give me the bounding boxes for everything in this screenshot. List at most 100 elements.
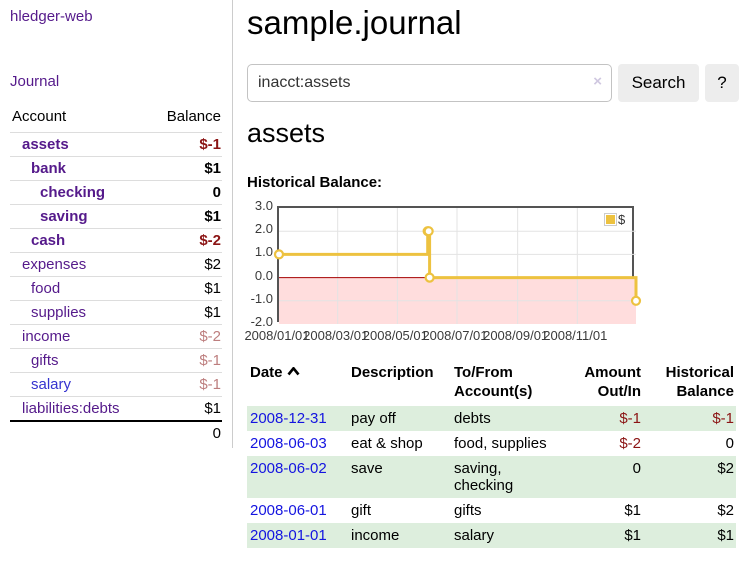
account-link-cash[interactable]: cash: [31, 232, 66, 249]
account-link-checking[interactable]: checking: [40, 184, 106, 201]
accounts-total-value: 0: [149, 420, 222, 445]
register-header-historical-balance: Historical Balance: [665, 364, 734, 400]
register-header-to-from-account-s-: To/From Account(s): [454, 364, 533, 400]
accounts-table: Account Balance assets $-1 bank $1 checking 0…: [10, 104, 222, 445]
account-row: bank $1: [10, 156, 222, 181]
account-balance: $1: [149, 300, 222, 325]
register-table: Date Description To/From Account(s) Amount …: [247, 360, 736, 548]
account-row: checking 0: [10, 180, 222, 205]
account-link-gifts[interactable]: gifts: [31, 352, 59, 369]
account-balance: $-2: [149, 228, 222, 253]
chart-legend: $: [604, 212, 625, 227]
x-tick-label: 2008/03/01: [303, 328, 369, 343]
account-balance: $-1: [149, 132, 222, 157]
account-row: food $1: [10, 276, 222, 301]
help-button[interactable]: ?: [705, 64, 739, 102]
historical-balance-chart: 3.0 2.0 1.0 0.0 -1.0 -2.0 2008/01/01 2008/03/0…: [244, 198, 742, 346]
clear-search-icon[interactable]: ×: [593, 73, 602, 90]
account-balance: $1: [149, 204, 222, 229]
register-balance: $1: [717, 527, 734, 544]
register-row: 2008-06-01 gift gifts $1 $2: [247, 498, 736, 523]
brand-link[interactable]: hledger-web: [10, 8, 93, 25]
accounts-total-row: 0: [10, 420, 222, 445]
register-amount: $-1: [619, 410, 641, 427]
accounts-header-balance: Balance: [166, 108, 221, 125]
account-balance: $-1: [149, 372, 222, 397]
register-description: gift: [351, 502, 372, 519]
register-row: 2008-06-03 eat & shop food, supplies $-2 0: [247, 431, 736, 456]
register-description: pay off: [351, 410, 396, 427]
register-accounts: debts: [454, 410, 491, 427]
sidebar-item-journal[interactable]: Journal: [10, 73, 60, 90]
register-date-link[interactable]: 2008-06-02: [250, 460, 327, 477]
account-balance: $1: [149, 156, 222, 181]
page-title: sample.journal: [247, 4, 462, 41]
account-balance: $-2: [149, 324, 222, 349]
account-balance: 0: [149, 180, 222, 205]
account-link-food[interactable]: food: [31, 280, 61, 297]
register-description: income: [351, 527, 400, 544]
register-date-link[interactable]: 2008-06-01: [250, 502, 327, 519]
register-accounts: saving, checking: [454, 460, 514, 494]
register-header-date[interactable]: Date: [247, 360, 348, 406]
register-balance: $-1: [712, 410, 734, 427]
search-input[interactable]: [247, 64, 612, 102]
account-link-liabilities-debts[interactable]: liabilities:debts: [22, 400, 120, 417]
search-button[interactable]: Search: [618, 64, 699, 102]
account-link-supplies[interactable]: supplies: [31, 304, 87, 321]
account-link-salary[interactable]: salary: [31, 376, 72, 393]
y-tick-label: 3.0: [254, 198, 273, 213]
accounts-header-account: Account: [12, 108, 67, 125]
register-header-description: Description: [351, 364, 434, 381]
register-balance: $2: [717, 460, 734, 477]
account-link-saving[interactable]: saving: [40, 208, 88, 225]
register-amount: $1: [624, 502, 641, 519]
x-tick-label: 2008/01/01: [244, 328, 310, 343]
register-description: save: [351, 460, 383, 477]
account-balance: $-1: [149, 348, 222, 373]
register-header-amount-out-in: Amount Out/In: [584, 364, 641, 400]
x-tick-label: 2008/07/01: [422, 328, 488, 343]
search-bar: × Search ?: [247, 64, 742, 104]
account-row: salary $-1: [10, 372, 222, 397]
register-accounts: salary: [454, 527, 495, 544]
register-balance: 0: [725, 435, 734, 452]
register-accounts: food, supplies: [454, 435, 547, 452]
register-amount: 0: [632, 460, 641, 477]
register-date-link[interactable]: 2008-01-01: [250, 527, 327, 544]
series-label: $: [618, 212, 626, 227]
account-link-bank[interactable]: bank: [31, 160, 67, 177]
x-tick-label: 2008/09/01: [483, 328, 549, 343]
y-tick-label: 0.0: [254, 267, 273, 283]
sort-ascending-icon: [287, 366, 300, 376]
account-row: saving $1: [10, 204, 222, 229]
register-description: eat & shop: [351, 435, 423, 452]
account-balance: $1: [149, 276, 222, 301]
account-row: income $-2: [10, 324, 222, 349]
account-balance: $1: [149, 396, 222, 421]
register-date-link[interactable]: 2008-06-03: [250, 435, 327, 452]
account-row: assets $-1: [10, 132, 222, 157]
register-amount: $1: [624, 527, 641, 544]
register-row: 2008-01-01 income salary $1 $1: [247, 523, 736, 548]
account-link-expenses[interactable]: expenses: [22, 256, 87, 273]
series-color-swatch-icon: [604, 213, 617, 226]
account-row: liabilities:debts $1: [10, 396, 222, 421]
x-tick-label: 2008/05/01: [362, 328, 428, 343]
chart-title: Historical Balance:: [247, 174, 383, 191]
register-row: 2008-12-31 pay off debts $-1 $-1: [247, 406, 736, 431]
main-content: sample.journal × Search ? assets Histori…: [244, 0, 742, 548]
account-link-assets[interactable]: assets: [22, 136, 69, 153]
y-tick-label: -2.0: [250, 314, 273, 329]
register-row: 2008-06-02 save saving, checking 0 $2: [247, 456, 736, 498]
x-tick-label: 2008/11/01: [543, 328, 608, 343]
register-accounts: gifts: [454, 502, 482, 519]
y-tick-label: -1.0: [250, 290, 273, 306]
search-field-wrap: ×: [247, 64, 612, 102]
y-tick-label: 1.0: [254, 244, 273, 260]
chart-plot-area[interactable]: [273, 206, 642, 324]
register-date-link[interactable]: 2008-12-31: [250, 410, 327, 427]
account-link-income[interactable]: income: [22, 328, 71, 345]
y-tick-label: 2.0: [254, 221, 273, 237]
sidebar: hledger-web Journal Account Balance asse…: [0, 0, 233, 448]
